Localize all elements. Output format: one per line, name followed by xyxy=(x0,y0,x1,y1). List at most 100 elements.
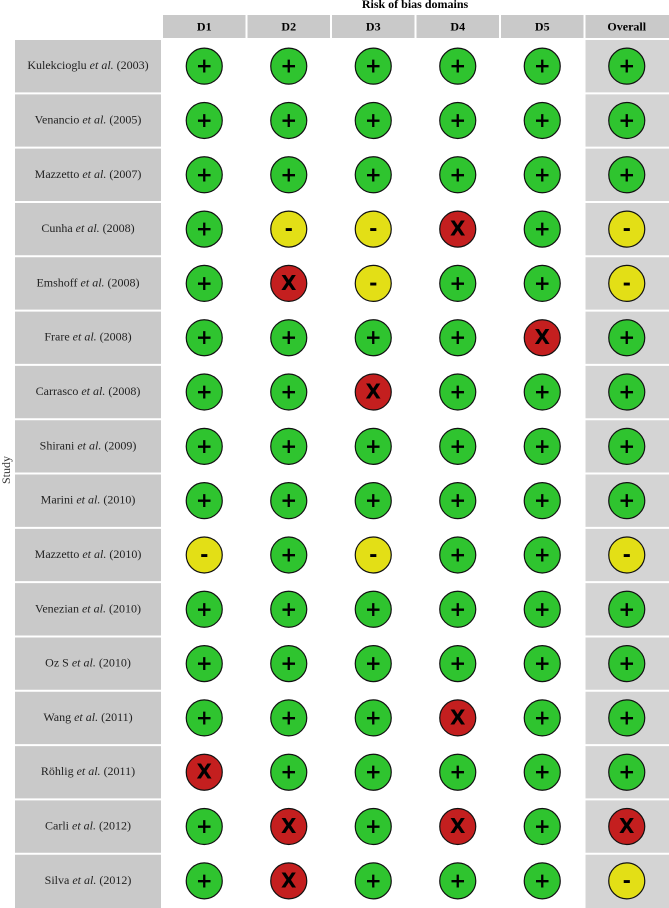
study-etal: et al. xyxy=(82,547,106,561)
judgement-symbol: + xyxy=(534,542,551,566)
judgement-circle xyxy=(523,536,561,574)
y-label: Study xyxy=(0,456,13,484)
judgement-circle xyxy=(185,319,223,357)
study-label: Carli et al. (2012) xyxy=(45,818,131,832)
judgement-symbol: + xyxy=(449,542,466,566)
judgement-circle xyxy=(270,47,308,85)
judgement-symbol: + xyxy=(280,54,297,78)
judgement-circle xyxy=(354,210,392,248)
judgement-symbol: + xyxy=(196,434,213,458)
judgement-circle xyxy=(439,156,477,194)
study-label: Cunha et al. (2008) xyxy=(41,221,134,235)
judgement-symbol: + xyxy=(280,651,297,675)
judgement-symbol: + xyxy=(280,542,297,566)
judgement-symbol: + xyxy=(365,54,382,78)
study-label: Wang et al. (2011) xyxy=(43,710,132,724)
judgement-circle xyxy=(439,644,477,683)
judgement-symbol: X xyxy=(619,814,635,838)
study-author: Carli xyxy=(45,818,70,832)
study-etal: et al. xyxy=(74,710,98,724)
judgement-circle xyxy=(523,644,561,683)
judgement-circle xyxy=(439,101,477,140)
judgement-circle xyxy=(354,47,392,85)
study-label: Röhlig et al. (2011) xyxy=(41,764,135,778)
study-etal: et al. xyxy=(82,167,106,181)
judgement-symbol: + xyxy=(534,271,551,295)
judgement-symbol: - xyxy=(285,217,293,241)
study-author: Mazzetto xyxy=(35,167,80,181)
judgement-symbol: + xyxy=(534,597,551,621)
judgement-circle xyxy=(523,264,561,303)
judgement-circle xyxy=(354,482,392,520)
study-label: Marini et al. (2010) xyxy=(41,492,136,506)
judgement-symbol: + xyxy=(534,760,551,784)
judgement-circle xyxy=(354,753,392,791)
judgement-circle xyxy=(523,373,561,411)
study-author: Carrasco xyxy=(36,384,79,398)
judgement-circle xyxy=(439,862,477,900)
judgement-circle xyxy=(270,862,308,900)
study-etal: et al. xyxy=(77,764,101,778)
judgement-circle xyxy=(354,862,392,900)
judgement-symbol: + xyxy=(534,705,551,729)
judgement-circle xyxy=(354,644,392,683)
judgement-circle xyxy=(439,536,477,574)
judgement-circle xyxy=(185,210,223,248)
judgement-symbol: + xyxy=(280,434,297,458)
judgement-symbol: + xyxy=(618,488,635,512)
judgement-circle xyxy=(439,210,477,248)
study-author: Röhlig xyxy=(41,764,74,778)
judgement-circle xyxy=(439,807,477,846)
judgement-circle xyxy=(608,753,646,791)
judgement-symbol: + xyxy=(365,760,382,784)
judgement-circle xyxy=(270,373,308,411)
judgement-circle xyxy=(523,753,561,791)
judgement-symbol: + xyxy=(534,814,551,838)
study-etal: et al. xyxy=(72,655,96,669)
study-author: Venezian xyxy=(35,601,79,615)
judgement-circle xyxy=(523,156,561,194)
judgement-circle xyxy=(185,807,223,846)
study-label: Kulekcioglu et al. (2003) xyxy=(27,58,148,72)
judgement-circle xyxy=(439,699,477,737)
judgement-symbol: + xyxy=(449,760,466,784)
study-etal: et al. xyxy=(82,601,106,615)
judgement-symbol: + xyxy=(280,108,297,132)
judgement-circle xyxy=(523,590,561,628)
study-year: (2011) xyxy=(104,764,136,778)
judgement-symbol: + xyxy=(534,434,551,458)
judgement-symbol: + xyxy=(280,488,297,512)
judgement-symbol: X xyxy=(281,868,297,892)
judgement-circle xyxy=(523,807,561,846)
judgement-symbol: + xyxy=(449,597,466,621)
study-etal: et al. xyxy=(82,112,106,126)
judgement-symbol: + xyxy=(534,54,551,78)
study-etal: et al. xyxy=(73,329,97,343)
judgement-symbol: + xyxy=(365,325,382,349)
study-year: (2007) xyxy=(109,167,141,181)
judgement-symbol: + xyxy=(365,868,382,892)
judgement-circle xyxy=(608,264,646,303)
study-label: Emshoff et al. (2008) xyxy=(36,275,139,289)
judgement-circle xyxy=(354,319,392,357)
judgement-symbol: + xyxy=(280,162,297,186)
judgement-symbol: + xyxy=(196,162,213,186)
study-author: Shirani xyxy=(40,438,75,452)
study-author: Silva xyxy=(45,873,70,887)
judgement-symbol: + xyxy=(618,54,635,78)
judgement-circle xyxy=(185,590,223,628)
judgement-circle xyxy=(523,319,561,357)
judgement-circle xyxy=(523,47,561,85)
judgement-symbol: + xyxy=(449,54,466,78)
column-header: Overall xyxy=(607,19,646,33)
judgement-circle xyxy=(523,482,561,520)
judgement-symbol: X xyxy=(535,325,551,349)
judgement-circle xyxy=(608,319,646,357)
study-etal: et al. xyxy=(81,275,105,289)
judgement-symbol: + xyxy=(365,814,382,838)
study-year: (2003) xyxy=(117,58,149,72)
judgement-circle xyxy=(523,699,561,737)
judgement-symbol: X xyxy=(450,814,466,838)
judgement-circle xyxy=(185,373,223,411)
